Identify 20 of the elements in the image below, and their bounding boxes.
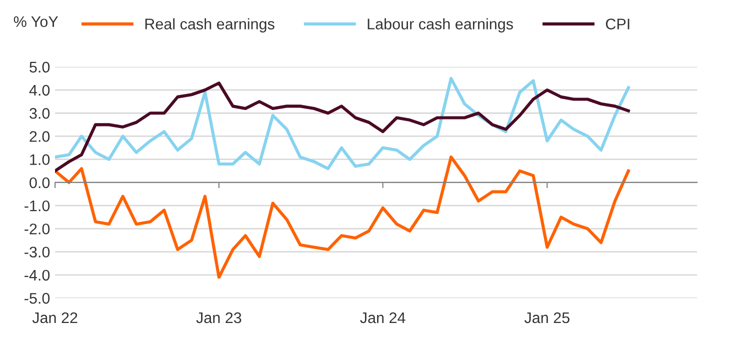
legend-label: Labour cash earnings — [368, 18, 513, 32]
y-tick-label: -4.0 — [24, 270, 50, 281]
y-tick-label: 0.0 — [30, 177, 50, 188]
y-tick-label: -1.0 — [24, 200, 50, 212]
y-tick-label: 4.0 — [29, 84, 50, 96]
x-tick-label: Jan 22 — [32, 312, 78, 324]
y-tick-label: 2.0 — [30, 131, 50, 142]
y-tick-label: 3.0 — [30, 108, 50, 119]
y-axis-title: % YoY — [14, 16, 58, 28]
x-tick-label: Jan 23 — [196, 312, 242, 324]
y-tick-label: -3.0 — [24, 246, 50, 258]
y-tick-label: 5.0 — [30, 62, 50, 73]
x-tick-label: Jan 25 — [524, 312, 570, 324]
y-tick-label: -2.0 — [24, 224, 50, 234]
legend-label: Real cash earnings — [145, 18, 274, 32]
y-tick-label: 1.0 — [30, 154, 50, 166]
line-series — [55, 156, 630, 279]
y-tick-label: -5.0 — [24, 292, 50, 304]
x-tick-label: Jan 24 — [360, 312, 406, 324]
legend-label: CPI — [606, 18, 630, 30]
